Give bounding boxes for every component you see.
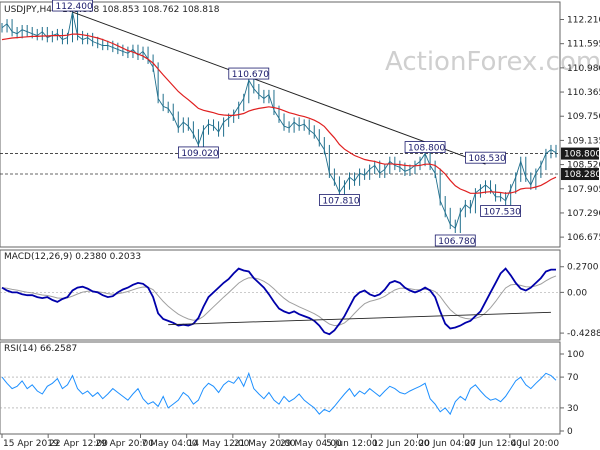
x-tick-label: 29 Apr 20:00	[95, 439, 154, 449]
price-callout-label: 107.810	[322, 196, 359, 206]
x-tick-label: 27 Jun 12:00	[465, 439, 522, 449]
moving-average-line	[1, 33, 557, 194]
marked-level-tag	[561, 168, 599, 181]
x-tick-label: 29 May 04:00	[280, 439, 342, 449]
macd-label: MACD(12,26,9) 0.2380 0.2033	[4, 252, 141, 262]
price-y-tick-label: 106.675	[567, 233, 600, 243]
x-tick-label: 5 Jun 12:00	[326, 439, 378, 449]
price-y-tick-label: 107.905	[567, 185, 600, 195]
rsi-y-tick-label: 100	[567, 350, 584, 360]
price-y-tick-label: 112.210	[567, 16, 600, 26]
x-tick-label: 14 May 12:00	[188, 439, 250, 449]
price-callout-box	[434, 234, 476, 247]
x-tick-label: 4 Jul 20:00	[511, 439, 560, 449]
macd-trend-line	[168, 311, 551, 326]
x-tick-label: 21 May 20:00	[234, 439, 296, 449]
trend-line	[72, 11, 486, 165]
price-layer	[1, 7, 557, 233]
price-y-tick-label: 111.595	[567, 40, 600, 50]
price-y-tick-label: 110.365	[567, 88, 600, 98]
rsi-y-tick-label: 70	[567, 373, 579, 383]
price-callout-label: 108.530	[468, 154, 505, 164]
price-callout-label: 106.780	[438, 237, 475, 247]
rsi-y-tick-label: 30	[567, 404, 579, 414]
price-callout-box	[178, 146, 219, 159]
watermark: ActionForex.com	[385, 47, 600, 77]
price-callout-label: 107.530	[484, 208, 521, 218]
x-tick-label: 22 Apr 12:00	[49, 439, 108, 449]
x-tick-label: 7 May 04:00	[142, 439, 198, 449]
price-y-axis: 112.210 111.595 110.980 110.365 109.750 109.1…	[560, 16, 600, 243]
price-callout-label: 108.800	[408, 144, 445, 154]
price-y-tick-label: 108.520	[567, 161, 600, 171]
price-callout-box	[404, 141, 446, 153]
x-tick-label: 12 Jun 20:00	[372, 439, 429, 449]
price-y-tick-label: 109.750	[567, 112, 600, 122]
price-callout-box	[319, 194, 360, 206]
macd-layer	[0, 267, 560, 336]
price-callout-box	[228, 67, 270, 80]
price-close-line	[1, 11, 557, 230]
rsi-panel-frame	[0, 341, 561, 435]
price-callouts: 112.400 109.020 110.670 108.800 107.810 108.5…	[52, 0, 522, 247]
macd-y-axis: 0.2700 0.00 -0.4288	[560, 263, 600, 339]
price-callout-box	[465, 151, 506, 164]
price-y-tick-label: 109.135	[567, 136, 600, 146]
x-tick-label: 15 Apr 2019	[3, 439, 59, 449]
price-callout-box	[480, 205, 522, 217]
macd-y-tick-label: 0.00	[567, 288, 587, 298]
price-callout-label: 112.400	[56, 2, 93, 12]
rsi-layer	[0, 371, 560, 416]
price-callout-label: 110.670	[232, 70, 269, 80]
rsi-y-tick-label: 0	[567, 427, 573, 437]
rsi-label: RSI(14) 66.2587	[4, 344, 77, 354]
price-panel-title: USDJPY,H4	[4, 5, 52, 15]
current-price-tag	[561, 147, 599, 160]
price-y-tick-label: 107.290	[567, 209, 600, 219]
price-callout-label: 109.020	[181, 149, 218, 159]
macd-main-line	[1, 267, 556, 336]
rsi-y-axis: 100 70 30 0	[560, 350, 584, 437]
rsi-line	[1, 371, 557, 416]
marked-level-tag-label: 108.280	[564, 170, 600, 180]
price-y-tick-label: 110.980	[567, 64, 600, 74]
price-callout-box	[52, 0, 93, 12]
macd-y-tick-label: -0.4288	[567, 329, 600, 339]
price-panel-ohlc: 108.808 108.853 108.762 108.818	[62, 5, 220, 15]
current-price-tag-label: 108.800	[564, 150, 600, 160]
macd-y-tick-label: 0.2700	[567, 263, 599, 273]
x-tick-label: 20 Jun 04:00	[419, 439, 476, 449]
